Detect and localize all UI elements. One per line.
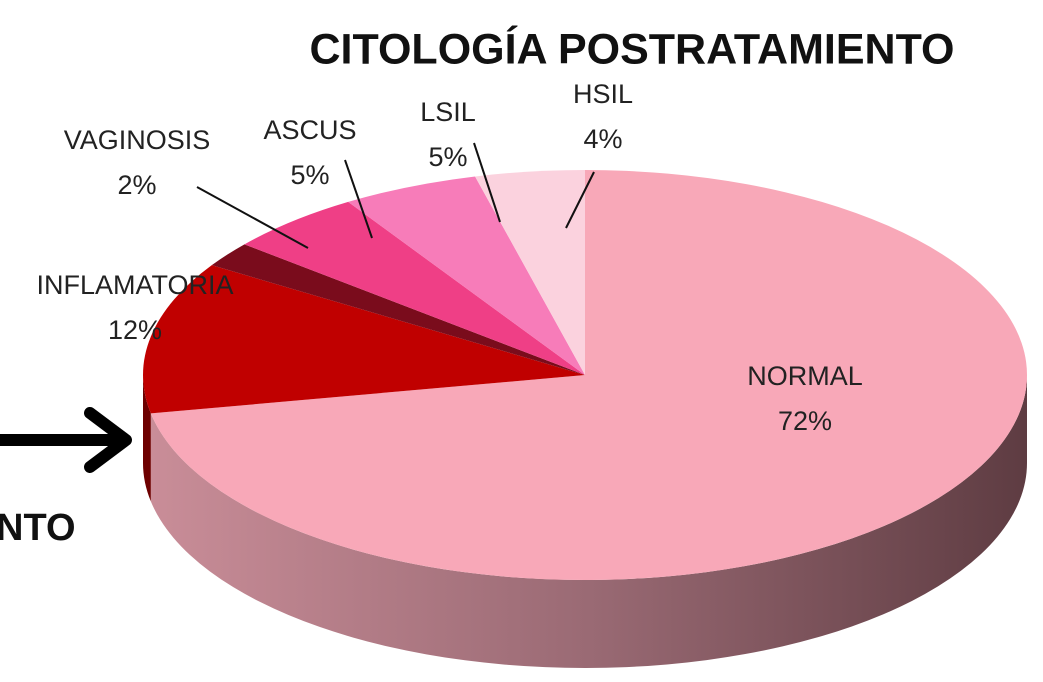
slice-side <box>150 375 1027 669</box>
data-label-value: 72% <box>778 406 832 436</box>
data-label-name: LSIL <box>420 97 476 127</box>
data-label-value: 4% <box>583 124 622 154</box>
pie: NORMAL 72% INFLAMATORIA 12% VAGINOSIS 2% ASCUS… <box>36 79 1027 669</box>
chart-title: CITOLOGÍA POSTRATAMIENTO <box>310 25 955 73</box>
data-label-name: INFLAMATORIA <box>36 270 233 300</box>
data-label-name: NORMAL <box>747 361 863 391</box>
leader-line <box>473 142 501 223</box>
slice-side <box>143 375 151 502</box>
slice <box>211 244 585 375</box>
leader-line <box>196 186 309 249</box>
data-label-value: 5% <box>290 160 329 190</box>
leader-line <box>344 159 373 239</box>
slice <box>475 170 585 375</box>
slice <box>143 265 585 414</box>
data-label-name: HSIL <box>573 79 633 109</box>
slice <box>244 201 585 375</box>
leader-line <box>565 171 595 229</box>
data-label-value: 5% <box>428 142 467 172</box>
overlay-text: NTO <box>0 507 76 549</box>
slice <box>150 170 1027 580</box>
arrow-head <box>84 407 132 473</box>
data-label-value: 12% <box>108 315 162 345</box>
data-label-value: 2% <box>117 170 156 200</box>
data-label-name: VAGINOSIS <box>64 125 211 155</box>
arrow <box>0 407 132 473</box>
slice <box>348 176 585 375</box>
data-label-name: ASCUS <box>263 115 356 145</box>
